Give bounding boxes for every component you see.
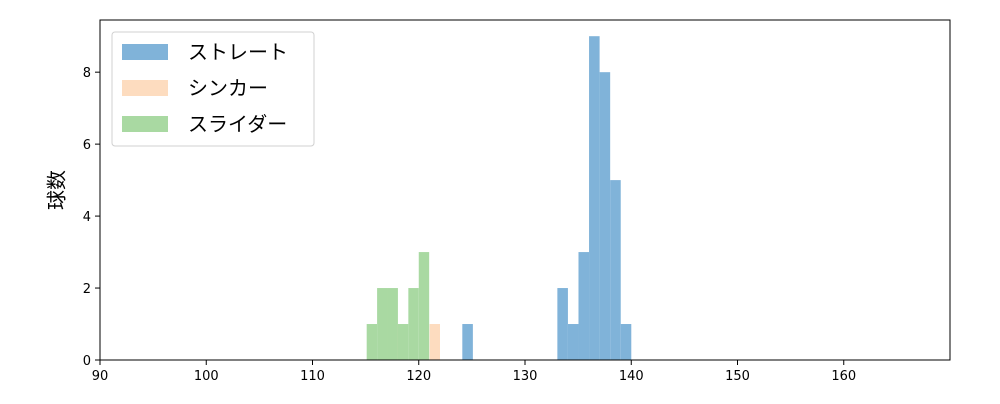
x-tick-label: 90 [92,369,109,384]
legend-label: ストレート [188,40,288,64]
bar [567,324,579,360]
bar [557,288,568,360]
bar [408,288,419,360]
bar [387,288,398,360]
bar [429,324,440,360]
x-tick-label: 100 [194,369,219,384]
x-tick-label: 110 [300,369,325,384]
bar [397,324,409,360]
x-tick-label: 130 [513,369,538,384]
bar [418,252,430,360]
x-tick-label: 150 [725,369,750,384]
x-tick-label: 120 [406,369,431,384]
bar [610,180,621,360]
bar [377,288,388,360]
y-tick-label: 8 [83,66,91,81]
x-tick-label: 140 [619,369,644,384]
legend-swatch [122,80,168,96]
x-tick-label: 160 [831,369,856,384]
bar [599,72,611,360]
bar [578,252,590,360]
bar [589,36,600,360]
bar [620,324,632,360]
y-tick-label: 4 [83,210,91,225]
legend-swatch [122,116,168,132]
y-axis-label: 球数 [45,170,69,210]
y-tick-label: 6 [83,138,91,153]
bar [462,324,473,360]
legend-label: スライダー [188,112,287,136]
legend-swatch [122,44,168,60]
legend-label: シンカー [188,76,268,100]
y-tick-label: 0 [83,354,91,369]
y-tick-label: 2 [83,282,91,297]
bar [366,324,378,360]
